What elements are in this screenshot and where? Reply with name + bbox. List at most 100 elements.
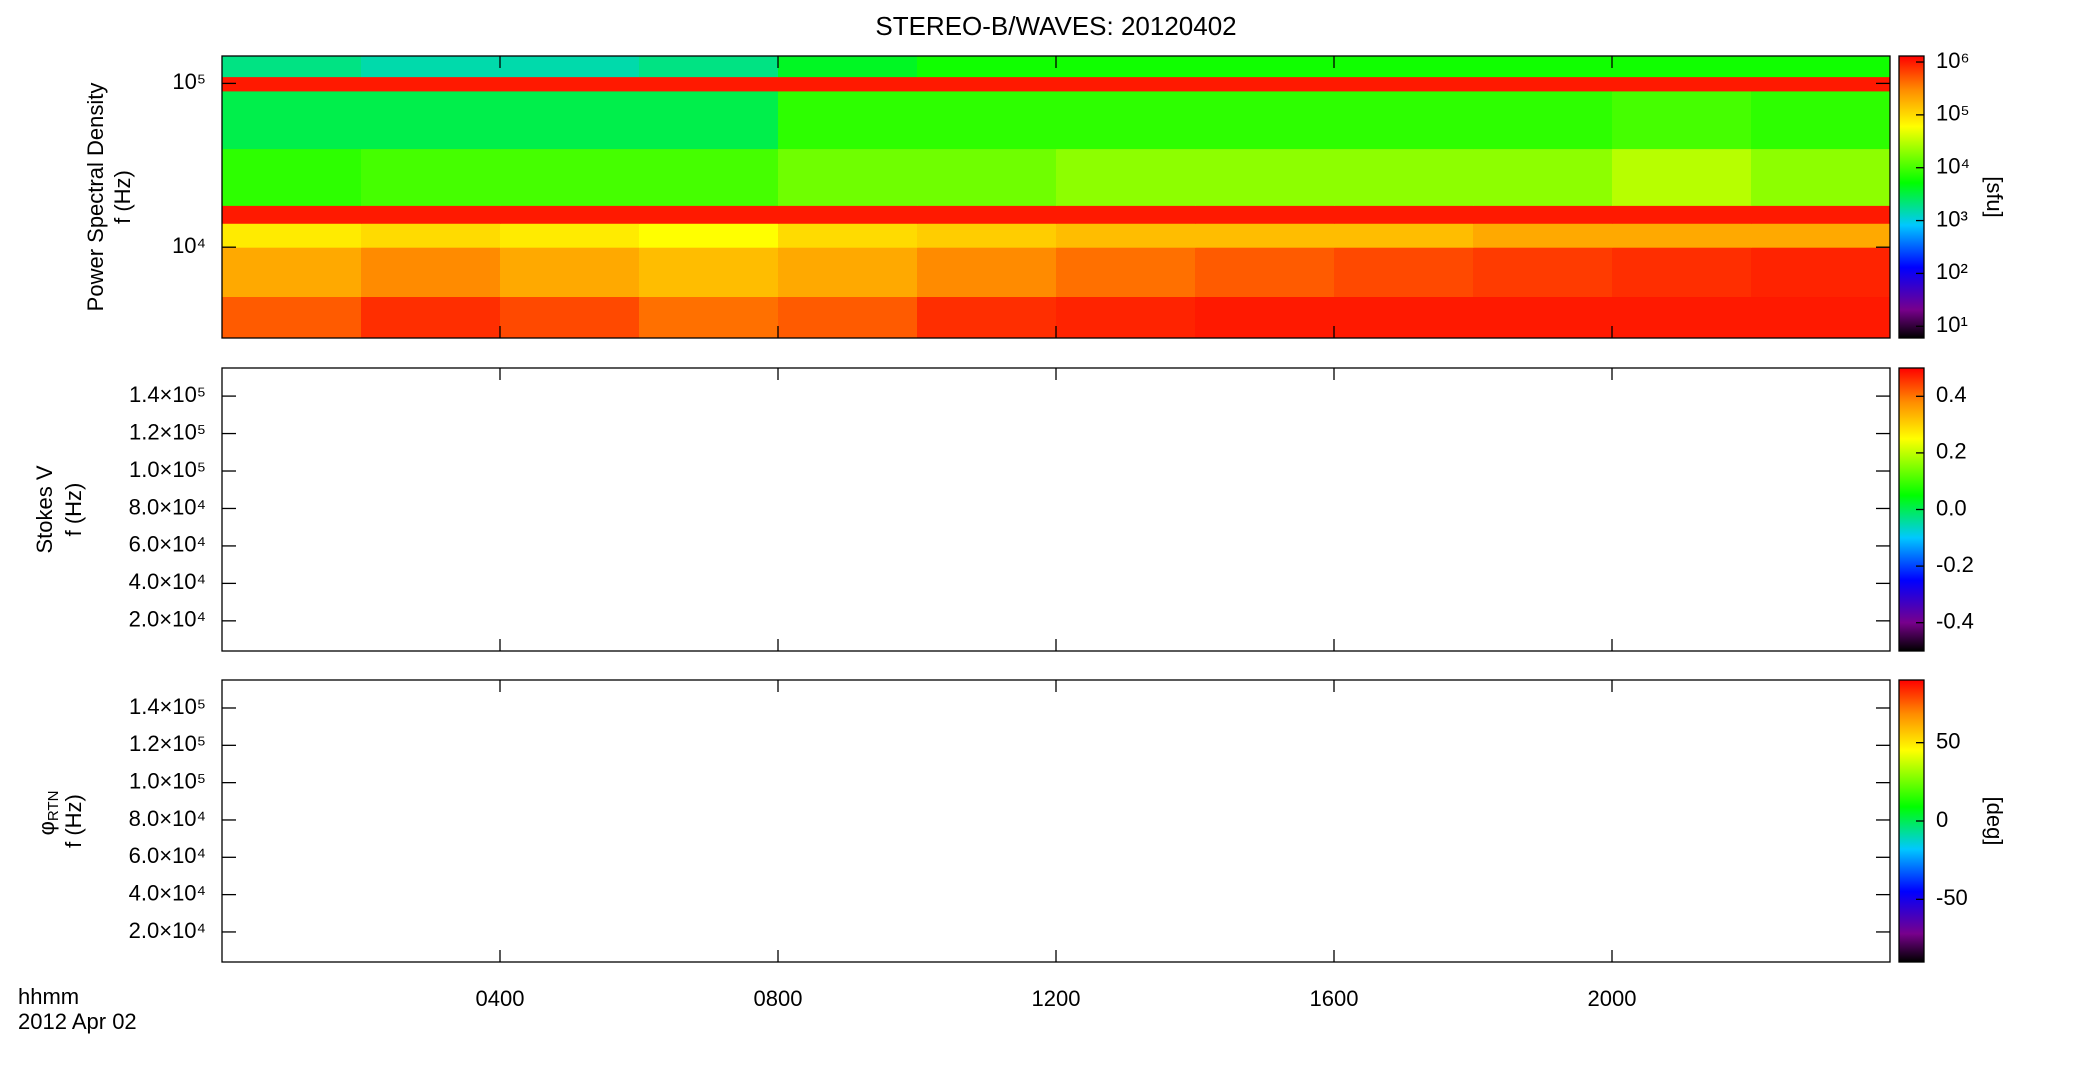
heatmap-cell <box>778 247 918 298</box>
heatmap-cell <box>361 90 501 150</box>
heatmap-cell <box>361 205 501 224</box>
heatmap-cell <box>1751 205 1891 224</box>
y-tick-label: 4.0×10⁴ <box>129 569 206 594</box>
heatmap-cell <box>361 296 501 339</box>
heatmap-cell <box>778 296 918 339</box>
heatmap-cell <box>1473 90 1613 150</box>
heatmap-cell <box>1334 223 1474 248</box>
x-axis-label: hhmm <box>18 984 79 1009</box>
heatmap-cell <box>1612 56 1752 78</box>
heatmap-cell <box>639 56 779 78</box>
colorbar <box>1898 55 1925 339</box>
y-tick-label: 1.4×10⁵ <box>129 694 206 719</box>
heatmap-cell <box>639 76 779 92</box>
colorbar-tick-label: 50 <box>1936 728 1960 753</box>
heatmap-cell <box>1751 56 1891 78</box>
heatmap-cell <box>1195 90 1335 150</box>
heatmap-cell <box>361 223 501 248</box>
colorbar-tick-label: -0.2 <box>1936 552 1974 577</box>
heatmap-cell <box>1334 148 1474 206</box>
heatmap-cell <box>778 76 918 92</box>
heatmap-cell <box>1056 296 1196 339</box>
heatmap-cell <box>500 223 640 248</box>
y-axis-label: Power Spectral Density <box>83 83 108 312</box>
colorbar-tick-label: 0.4 <box>1936 382 1967 407</box>
heatmap-cell <box>639 205 779 224</box>
heatmap-cell <box>1334 247 1474 298</box>
heatmap-cell <box>917 56 1057 78</box>
y-axis-label: f (Hz) <box>61 483 86 537</box>
y-tick-label: 1.0×10⁵ <box>129 457 206 482</box>
heatmap-cell <box>639 223 779 248</box>
heatmap-cell <box>500 296 640 339</box>
heatmap-cell <box>639 247 779 298</box>
heatmap-cell <box>500 76 640 92</box>
heatmap-cell <box>1473 223 1613 248</box>
heatmap-cell <box>1056 76 1196 92</box>
heatmap-cell <box>1473 56 1613 78</box>
y-tick-label: 8.0×10⁴ <box>129 494 206 519</box>
heatmap-cell <box>1334 90 1474 150</box>
heatmap-cell <box>917 247 1057 298</box>
y-tick-label: 8.0×10⁴ <box>129 806 206 831</box>
heatmap-cell <box>1334 56 1474 78</box>
y-tick-label: 1.4×10⁵ <box>129 382 206 407</box>
y-tick-label: 6.0×10⁴ <box>129 843 206 868</box>
heatmap-cell <box>778 223 918 248</box>
colorbar-tick-label: 10⁵ <box>1936 101 1970 126</box>
x-tick-label: 1600 <box>1310 986 1359 1011</box>
y-axis-label: Stokes V <box>32 465 57 553</box>
y-tick-label: 1.2×10⁵ <box>129 731 206 756</box>
heatmap-cell <box>1195 247 1335 298</box>
heatmap-cell <box>1751 76 1891 92</box>
heatmap-cell <box>639 148 779 206</box>
heatmap-cell <box>222 205 362 224</box>
x-tick-label: 0800 <box>754 986 803 1011</box>
heatmap-cell <box>222 223 362 248</box>
heatmap-cell <box>778 90 918 150</box>
y-tick-label: 1.0×10⁵ <box>129 768 206 793</box>
plot-frame <box>221 679 1891 963</box>
y-tick-label: 10⁴ <box>172 233 206 258</box>
heatmap-cell <box>1195 223 1335 248</box>
colorbar-tick-label: 0 <box>1936 807 1948 832</box>
heatmap-cell <box>500 205 640 224</box>
heatmap-cell <box>361 56 501 78</box>
heatmap-cell <box>778 56 918 78</box>
heatmap-cell <box>1195 148 1335 206</box>
x-tick-label: 0400 <box>476 986 525 1011</box>
heatmap-cell <box>1751 296 1891 339</box>
heatmap-cell <box>1751 247 1891 298</box>
heatmap-cell <box>1056 56 1196 78</box>
heatmap-cell <box>222 90 362 150</box>
colorbar-tick-label: 0.0 <box>1936 495 1967 520</box>
heatmap-cell <box>222 56 362 78</box>
y-axis-symbol: φ <box>34 821 59 835</box>
heatmap-cell <box>639 296 779 339</box>
heatmap-cell <box>917 205 1057 224</box>
colorbar-label: [deg] <box>1982 797 2007 846</box>
heatmap-cell <box>1612 90 1752 150</box>
colorbar-tick-label: 10² <box>1936 259 1968 284</box>
heatmap-cell <box>1473 76 1613 92</box>
y-tick-label: 6.0×10⁴ <box>129 532 206 557</box>
colorbar-tick-label: 10⁴ <box>1936 154 1970 179</box>
heatmap-cell <box>1751 90 1891 150</box>
y-tick-label: 1.2×10⁵ <box>129 419 206 444</box>
heatmap-cell <box>1612 76 1752 92</box>
heatmap-cell <box>778 205 918 224</box>
y-tick-label: 10⁵ <box>172 69 206 94</box>
heatmap-cell <box>500 247 640 298</box>
heatmap-cell <box>1612 223 1752 248</box>
chart-title: STEREO-B/WAVES: 20120402 <box>875 11 1236 41</box>
heatmap-cell <box>500 90 640 150</box>
y-tick-label: 4.0×10⁴ <box>129 880 206 905</box>
heatmap-cell <box>222 247 362 298</box>
heatmap-cell <box>917 148 1057 206</box>
y-axis-subscript: RTN <box>45 791 62 822</box>
heatmap-cell <box>1612 247 1752 298</box>
x-tick-label: 1200 <box>1032 986 1081 1011</box>
heatmap-cell <box>1195 205 1335 224</box>
plot-frame <box>221 367 1891 652</box>
